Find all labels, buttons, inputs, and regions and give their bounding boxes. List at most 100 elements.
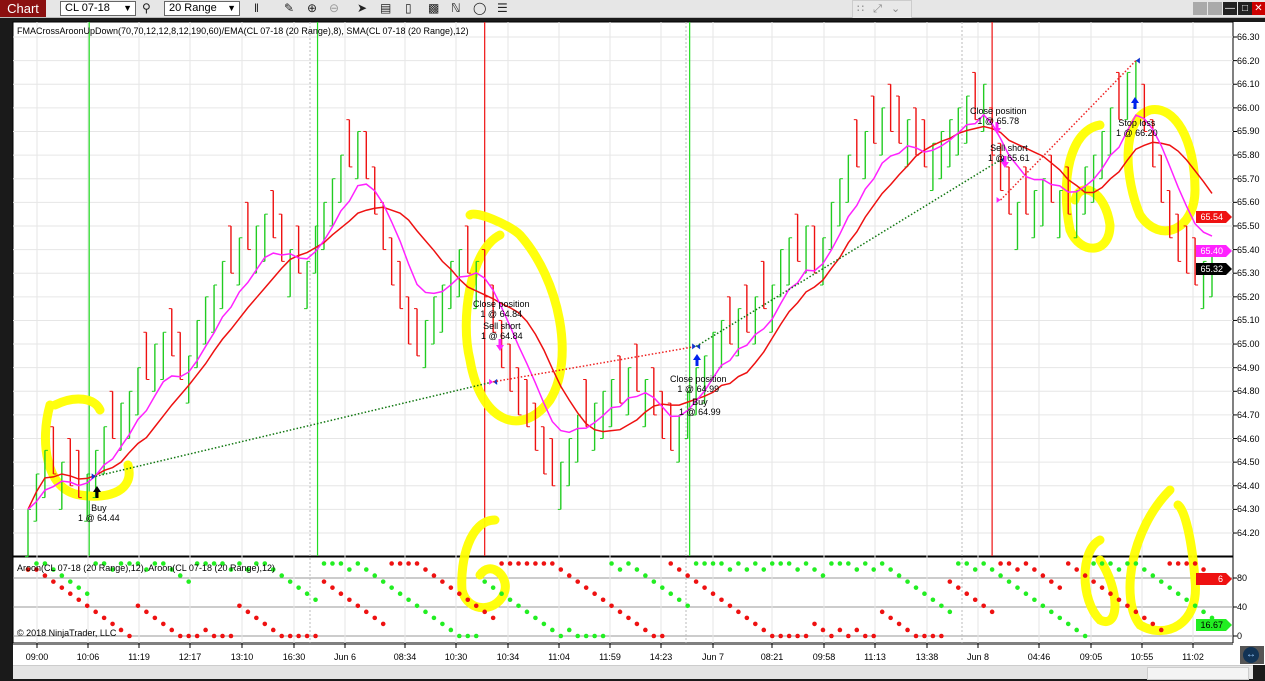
aroon-up-dot bbox=[964, 561, 970, 566]
x-tick-label: 14:23 bbox=[649, 652, 673, 662]
bar-type-selector[interactable]: 20 Range ▼ bbox=[164, 1, 240, 16]
aroon-up-dot bbox=[719, 561, 724, 566]
pointer-icon[interactable]: ➤ bbox=[357, 1, 368, 15]
aroon-up-dot bbox=[118, 561, 124, 566]
resize-icon[interactable]: ↔ bbox=[1243, 647, 1259, 663]
y-tick-label: 65.00 bbox=[1237, 339, 1260, 350]
window-button[interactable] bbox=[1208, 2, 1222, 15]
scroll-handle[interactable]: ↔ bbox=[1240, 646, 1264, 664]
close-icon[interactable]: ✕ bbox=[1252, 2, 1265, 15]
list-icon[interactable]: ☰ bbox=[497, 1, 508, 15]
fullscreen-icon[interactable]: ⤢ bbox=[873, 3, 882, 15]
aroon-up-dot bbox=[338, 561, 344, 566]
y-tick-label: 64.90 bbox=[1237, 362, 1260, 373]
bar-style-icon[interactable]: ‖ bbox=[254, 1, 259, 15]
aroon-down-dot bbox=[118, 627, 124, 633]
pencil-icon[interactable]: ✎ bbox=[284, 1, 295, 15]
minimize-icon[interactable]: — bbox=[1223, 2, 1237, 15]
y-tick-label: 64.80 bbox=[1237, 386, 1260, 397]
exit-marker bbox=[696, 343, 701, 350]
aroon-up-dot bbox=[1133, 561, 1139, 566]
aroon-up-dot bbox=[194, 561, 200, 566]
aroon-up-dot bbox=[1006, 579, 1012, 584]
aroon-down-dot bbox=[414, 561, 420, 566]
drawing-tools-icon[interactable]: ℕ bbox=[451, 1, 461, 15]
aroon-down-dot bbox=[1065, 561, 1071, 566]
aroon-down-dot bbox=[296, 633, 301, 639]
aroon-up-dot bbox=[482, 579, 487, 584]
y-tick-label: 65.10 bbox=[1237, 315, 1260, 326]
aroon-up-dot bbox=[101, 561, 107, 566]
aroon-up-dot bbox=[1192, 603, 1198, 609]
aroon-up-dot bbox=[998, 573, 1003, 578]
aroon-down-dot bbox=[795, 633, 800, 639]
aroon-up-dot bbox=[753, 561, 758, 566]
horizontal-scrollbar[interactable] bbox=[13, 665, 1253, 680]
price-last-value: 65.32 bbox=[1196, 263, 1232, 275]
aroon-down-dot bbox=[42, 573, 48, 578]
aroon-up-dot bbox=[558, 633, 564, 639]
aroon-up-dot bbox=[972, 567, 978, 572]
strategies-icon[interactable]: ▩ bbox=[428, 1, 440, 15]
window-button[interactable] bbox=[1193, 2, 1207, 15]
x-tick-label: 11:04 bbox=[548, 652, 570, 662]
aroon-up-dot bbox=[1091, 561, 1096, 566]
zoom-out-icon[interactable]: ⊖ bbox=[329, 1, 340, 15]
aroon-down-dot bbox=[761, 627, 767, 633]
aroon-y-tick-label: 40 bbox=[1237, 602, 1248, 612]
maximize-icon[interactable]: □ bbox=[1238, 2, 1252, 15]
aroon-up-dot bbox=[913, 585, 919, 590]
aroon-down-dot bbox=[693, 579, 699, 584]
aroon-up-dot bbox=[1158, 579, 1164, 584]
zoom-in-icon[interactable]: ⊕ bbox=[307, 1, 318, 15]
price-axis bbox=[1233, 22, 1265, 643]
aroon-down-dot bbox=[753, 621, 758, 627]
aroon-down-dot bbox=[490, 615, 496, 621]
aroon-down-dot bbox=[431, 573, 437, 578]
trade-label-buy: Buy 1 @ 64.44 bbox=[78, 503, 120, 523]
trade-label-buy: Buy 1 @ 64.99 bbox=[679, 397, 721, 417]
aroon-up-dot bbox=[685, 603, 690, 609]
aroon-down-dot bbox=[769, 633, 775, 639]
aroon-down-dot bbox=[473, 603, 479, 609]
aroon-down-dot bbox=[1057, 585, 1063, 590]
aroon-down-dot bbox=[558, 567, 564, 572]
chart-tab[interactable]: Chart bbox=[0, 0, 46, 17]
aroon-down-dot bbox=[676, 567, 682, 572]
copyright: © 2018 NinjaTrader, LLC bbox=[17, 628, 117, 638]
refresh-icon[interactable]: ◯ bbox=[473, 1, 487, 15]
aroon-up-dot bbox=[955, 561, 961, 566]
aroon-down-dot bbox=[25, 567, 31, 572]
aroon-down-dot bbox=[922, 633, 927, 639]
instrument-selector[interactable]: CL 07-18 ▼ bbox=[60, 1, 136, 16]
y-tick-label: 64.30 bbox=[1237, 504, 1260, 515]
price-panel bbox=[12, 21, 1234, 557]
chevron-down-icon: ▼ bbox=[123, 3, 132, 13]
scrollbar-thumb[interactable] bbox=[1147, 667, 1249, 680]
aroon-down-dot bbox=[1142, 615, 1147, 621]
aroon-down-dot bbox=[905, 627, 910, 633]
aroon-up-dot bbox=[1201, 609, 1206, 615]
aroon-down-dot bbox=[254, 615, 259, 621]
aroon-down-dot bbox=[812, 621, 817, 627]
aroon-down-dot bbox=[685, 573, 690, 578]
aroon-down-dot bbox=[888, 615, 893, 621]
x-tick-label: 13:38 bbox=[915, 652, 939, 662]
aroon-up-dot bbox=[1074, 627, 1079, 633]
x-tick-label: 10:55 bbox=[1130, 652, 1154, 662]
aroon-up-dot bbox=[1065, 621, 1071, 627]
aroon-up-dot bbox=[1116, 567, 1122, 572]
x-tick-label: 09:05 bbox=[1079, 652, 1103, 662]
grid-icon[interactable]: ∷ bbox=[857, 3, 864, 15]
aroon-down-dot bbox=[186, 633, 191, 639]
search-icon[interactable]: ⚲ bbox=[142, 1, 151, 15]
aroon-down-dot bbox=[372, 615, 378, 621]
properties-icon[interactable]: ▤ bbox=[380, 1, 392, 15]
aroon-down-dot bbox=[101, 615, 107, 621]
aroon-up-dot bbox=[431, 615, 437, 621]
aroon-up-dot bbox=[829, 561, 834, 566]
indicators-icon[interactable]: ▯ bbox=[405, 1, 412, 15]
aroon-down-dot bbox=[744, 615, 750, 621]
chevron-down-icon[interactable]: ⌄ bbox=[890, 3, 901, 15]
